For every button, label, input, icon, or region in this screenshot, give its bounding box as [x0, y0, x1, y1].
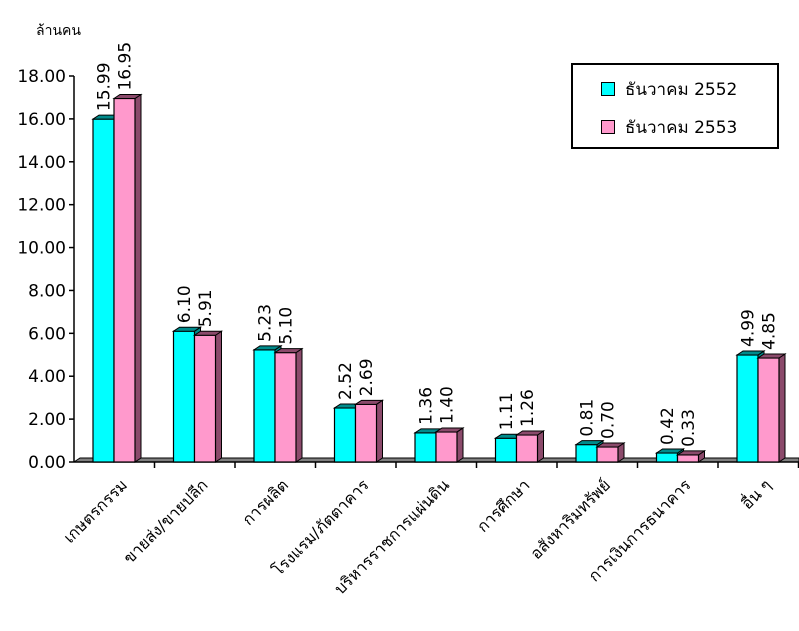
bar [274, 352, 297, 463]
data-label: 5.10 [277, 307, 297, 345]
data-label: 2.52 [336, 362, 356, 400]
bar [92, 118, 115, 463]
y-tick-label: 16.00 [17, 110, 66, 130]
x-category-label: ขายส่ง/ขายปลีก [119, 475, 211, 567]
x-category-label: การผลิต [238, 475, 292, 529]
data-label: 6.10 [175, 285, 195, 323]
bar [736, 354, 759, 463]
legend-item-2553: ธันวาคม 2553 [601, 117, 737, 138]
data-label: 0.33 [679, 409, 699, 447]
legend-swatch-2552 [601, 82, 615, 96]
x-category-label: การศึกษา [473, 475, 534, 536]
bar-top [595, 442, 626, 448]
bar-top [252, 345, 283, 351]
bar [354, 403, 378, 463]
bar [757, 357, 780, 463]
bar-top [735, 350, 766, 356]
y-tick-label: 6.00 [28, 324, 66, 344]
data-label: 0.70 [599, 401, 619, 439]
legend-label-2552: ธันวาคม 2552 [625, 79, 738, 100]
bar [414, 432, 437, 463]
x-category-label: เกษตรกรรม [60, 475, 131, 546]
legend-item-2552: ธันวาคม 2552 [601, 79, 737, 100]
data-label: 5.91 [196, 289, 216, 327]
y-tick-label: 12.00 [17, 196, 66, 216]
data-label: 4.85 [760, 312, 780, 350]
x-category-label: อื่น ๆ [736, 474, 775, 513]
bar [172, 330, 196, 463]
y-axis-unit-label: ล้านคน [36, 23, 81, 39]
chart-legend: ธันวาคม 2552 ธันวาคม 2553 [571, 63, 779, 149]
legend-swatch-2553 [601, 120, 615, 134]
data-label: 1.26 [518, 389, 538, 427]
y-tick-label: 18.00 [17, 67, 66, 87]
data-label: 0.42 [658, 407, 678, 445]
bar [193, 334, 217, 463]
data-label: 1.40 [438, 386, 458, 424]
bar-side [537, 430, 544, 463]
data-label: 15.99 [95, 62, 115, 111]
data-label: 5.23 [256, 304, 276, 342]
bar-side [295, 347, 303, 463]
bar [253, 349, 276, 463]
bar-side [456, 427, 464, 463]
y-tick-label: 2.00 [28, 410, 66, 430]
bar [575, 444, 598, 463]
data-label: 2.69 [357, 358, 377, 396]
bar [494, 437, 518, 463]
data-label: 16.95 [116, 42, 136, 91]
bar-top [353, 399, 385, 405]
bar-top [654, 448, 686, 454]
bar-side [215, 330, 222, 463]
bar-top [273, 348, 304, 354]
bar [676, 454, 700, 463]
bar-top [434, 427, 465, 433]
bar-top [675, 450, 707, 456]
bar [435, 431, 458, 463]
bar-top [112, 94, 143, 100]
bar [333, 407, 357, 463]
x-category-label: อสังหาริมทรัพย์ [526, 475, 614, 563]
legend-label-2553: ธันวาคม 2553 [625, 117, 738, 138]
data-label: 1.36 [417, 387, 437, 425]
bar [113, 97, 136, 463]
bar [515, 434, 539, 463]
y-tick-label: 4.00 [28, 367, 66, 387]
bar-side [376, 399, 383, 463]
data-label: 1.11 [497, 392, 517, 430]
bar-top [192, 330, 224, 336]
bar-side [134, 93, 142, 463]
bar-top [171, 326, 203, 332]
y-tick-label: 14.00 [17, 153, 66, 173]
bar [596, 446, 619, 463]
bar [655, 452, 679, 463]
y-tick-label: 8.00 [28, 281, 66, 301]
bar-top [514, 430, 546, 436]
bar-side [778, 353, 786, 463]
data-label: 0.81 [578, 399, 598, 437]
data-label: 4.99 [739, 309, 759, 347]
bar-top [574, 440, 605, 446]
y-tick-label: 0.00 [28, 453, 66, 473]
bar-top [756, 353, 787, 359]
y-tick-label: 10.00 [17, 239, 66, 259]
